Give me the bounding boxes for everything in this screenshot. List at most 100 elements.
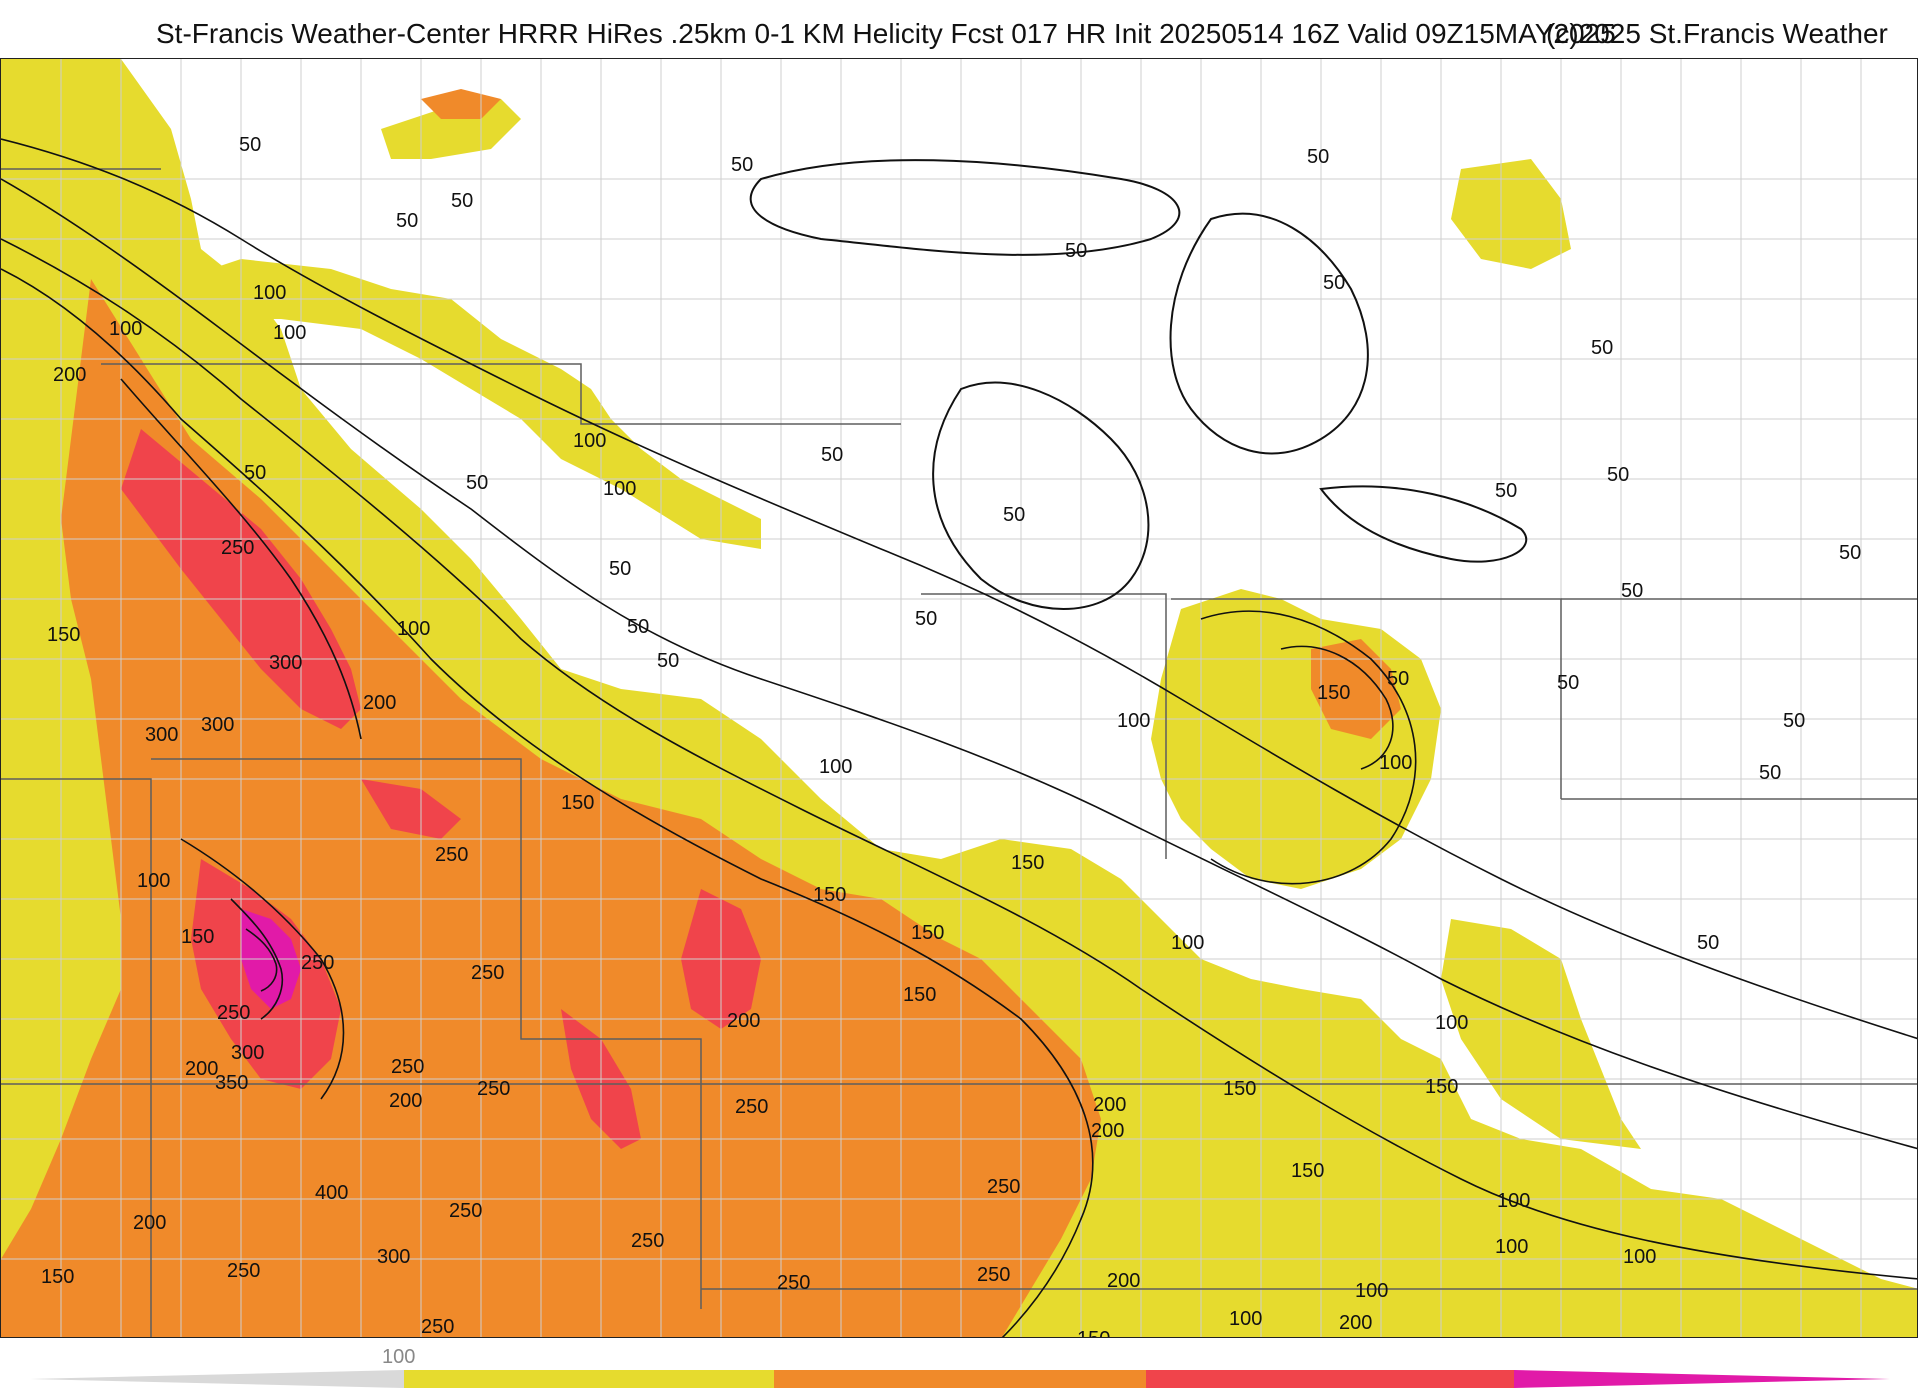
contour-label: 150 <box>1223 1078 1256 1100</box>
legend-band-4 <box>1514 1370 1890 1388</box>
contour-label: 250 <box>227 1260 260 1282</box>
county-vertical-lines <box>60 59 1862 1337</box>
helicity-map-svg: 50 50 50 50 50 50 50 50 50 50 50 50 50 5… <box>1 59 1917 1338</box>
lake-huron <box>1169 212 1369 455</box>
contour-label: 100 <box>1355 1280 1388 1302</box>
contour-label: 100 <box>109 318 142 340</box>
contour-label: 100 <box>137 870 170 892</box>
contour-label: 300 <box>231 1042 264 1064</box>
contour-label: 250 <box>987 1176 1020 1198</box>
county-lines <box>1 59 1917 1337</box>
contour-label: 50 <box>627 616 649 638</box>
state-border-2 <box>101 363 901 425</box>
contour-label: 100 <box>1435 1012 1468 1034</box>
legend-tick-label: 100 <box>382 1346 416 1368</box>
contour-label: 300 <box>201 714 234 736</box>
state-border-4 <box>151 758 702 1309</box>
legend: 100 <box>0 1342 1920 1400</box>
contour-label: 50 <box>609 558 631 580</box>
contour-label: 250 <box>735 1096 768 1118</box>
yellow-band-northeast <box>1451 159 1571 269</box>
contour-label: 100 <box>1495 1236 1528 1258</box>
lake-michigan <box>932 381 1150 610</box>
contour-label: 150 <box>181 926 214 948</box>
contour-label: 200 <box>727 1010 760 1032</box>
contour-label: 50 <box>1591 337 1613 359</box>
contour-label: 250 <box>449 1200 482 1222</box>
contour-label: 50 <box>1783 710 1805 732</box>
helicity-map: 50 50 50 50 50 50 50 50 50 50 50 50 50 5… <box>0 58 1918 1338</box>
contour-label: 150 <box>561 792 594 814</box>
contour-label: 100 <box>1623 1246 1656 1268</box>
contour-label: 50 <box>1697 932 1719 954</box>
contour-label: 50 <box>1065 240 1087 262</box>
contour-label: 150 <box>903 984 936 1006</box>
legend-band-2 <box>774 1370 1146 1388</box>
legend-band-0 <box>30 1370 404 1388</box>
contour-label: 100 <box>573 430 606 452</box>
contour-label: 50 <box>244 462 266 484</box>
great-lakes-outline <box>749 159 1528 610</box>
contour-label: 50 <box>451 190 473 212</box>
legend-band-3 <box>1146 1370 1514 1388</box>
contour-label: 200 <box>1339 1312 1372 1334</box>
map-title: St-Francis Weather-Center HRRR HiRes .25… <box>156 18 1616 49</box>
contour-label: 100 <box>1117 710 1150 732</box>
contour-50 <box>1 138 1917 1040</box>
contour-label: 250 <box>301 952 334 974</box>
contour-label: 50 <box>1307 146 1329 168</box>
contour-label: 200 <box>1107 1270 1140 1292</box>
contour-label: 250 <box>221 537 254 559</box>
contour-150 <box>1 238 1917 1280</box>
helicity-contours <box>1 138 1917 1337</box>
contour-label: 50 <box>1759 762 1781 784</box>
contour-label: 300 <box>269 652 302 674</box>
contour-label: 150 <box>1011 852 1044 874</box>
contour-label: 50 <box>1003 504 1025 526</box>
contour-label: 250 <box>421 1316 454 1338</box>
map-title-bar: St-Francis Weather-Center HRRR HiRes .25… <box>0 14 1920 54</box>
contour-label: 250 <box>777 1272 810 1294</box>
contour-label: 200 <box>1093 1094 1126 1116</box>
contour-ohio-100 <box>1200 610 1417 885</box>
contour-label: 150 <box>1425 1076 1458 1098</box>
state-borders <box>1 168 1917 1337</box>
contour-label: 100 <box>253 282 286 304</box>
contour-label: 150 <box>47 624 80 646</box>
contour-label: 100 <box>1497 1190 1530 1212</box>
contour-label: 50 <box>915 608 937 630</box>
contour-label: 50 <box>1621 580 1643 602</box>
contour-label: 150 <box>1291 1160 1324 1182</box>
contour-label: 200 <box>1091 1120 1124 1142</box>
contour-label: 50 <box>396 210 418 232</box>
contour-label: 200 <box>185 1058 218 1080</box>
contour-label: 150 <box>813 884 846 906</box>
contour-100 <box>1 178 1917 1150</box>
contour-label: 100 <box>1171 932 1204 954</box>
lake-superior <box>749 159 1181 256</box>
contour-label: 200 <box>389 1090 422 1112</box>
contour-label: 150 <box>1317 682 1350 704</box>
contour-label: 100 <box>819 756 852 778</box>
contour-400 <box>245 928 278 992</box>
contour-label: 100 <box>273 322 306 344</box>
contour-label: 50 <box>731 154 753 176</box>
contour-300 <box>180 838 345 1100</box>
contour-ohio-150 <box>1280 645 1394 770</box>
contour-label: 300 <box>377 1246 410 1268</box>
contour-label: 200 <box>363 692 396 714</box>
contour-label: 250 <box>631 1230 664 1252</box>
contour-label: 50 <box>239 134 261 156</box>
contour-label: 50 <box>1839 542 1861 564</box>
contour-label: 100 <box>603 478 636 500</box>
contour-label: 250 <box>217 1002 250 1024</box>
contour-label: 50 <box>657 650 679 672</box>
contour-label: 250 <box>391 1056 424 1078</box>
contour-200 <box>1 268 1094 1337</box>
copyright-text: (c)2025 St.Francis Weather <box>1546 18 1888 49</box>
contour-label: 150 <box>1077 1328 1110 1338</box>
contour-label: 100 <box>1229 1308 1262 1330</box>
contour-label: 350 <box>215 1072 248 1094</box>
contour-label: 200 <box>53 364 86 386</box>
contour-350 <box>230 898 283 1020</box>
